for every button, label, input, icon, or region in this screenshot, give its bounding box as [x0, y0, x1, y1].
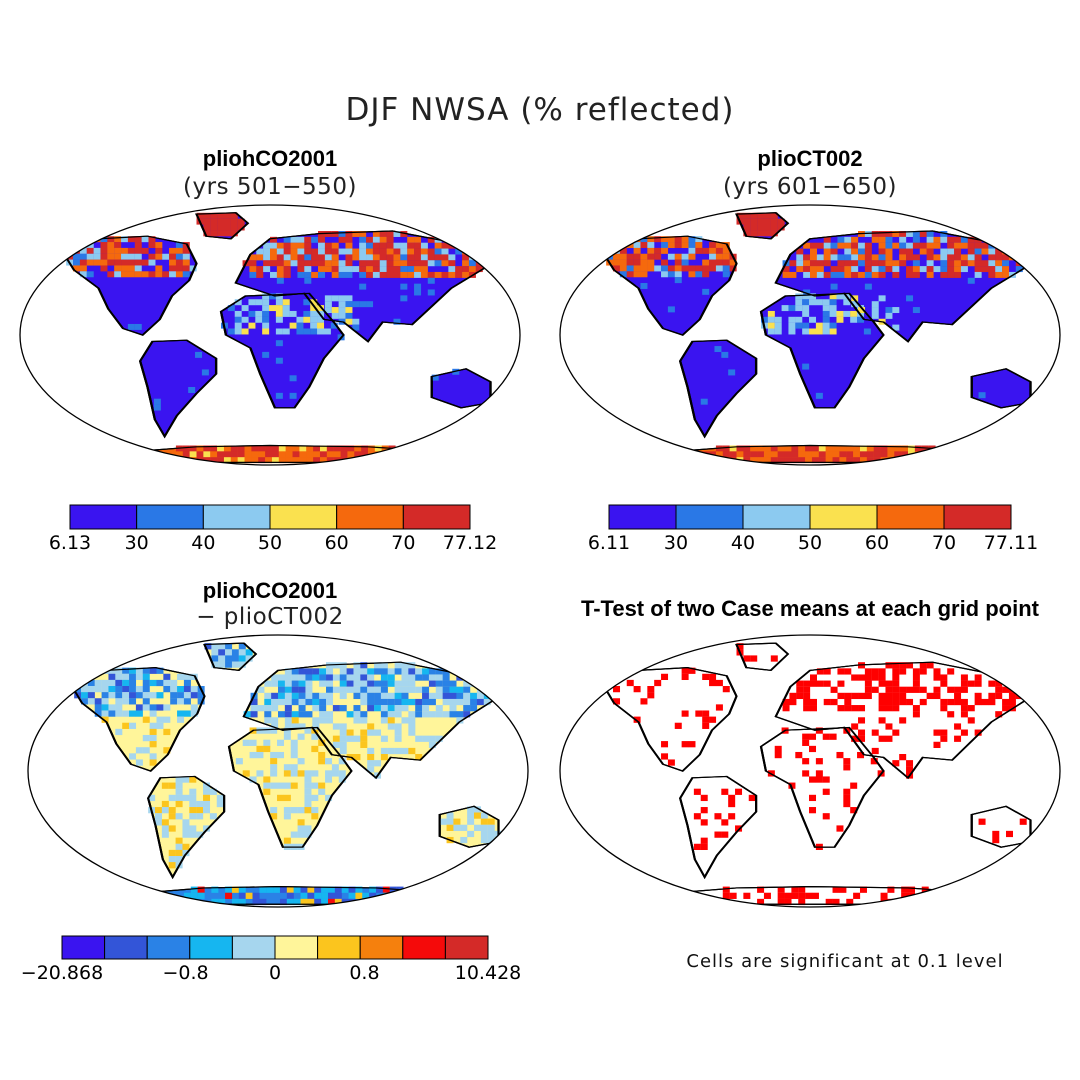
map-border [19, 204, 521, 466]
colorbar-top-right [608, 504, 1012, 530]
colorbar-swatch [274, 935, 319, 960]
colorbar-swatch [809, 504, 878, 530]
map-border [559, 204, 1061, 466]
colorbar-swatch [69, 504, 138, 530]
map-border [559, 634, 1061, 908]
panel-top-left-subtitle: (yrs 501−550) [183, 174, 357, 200]
colorbar-swatch [336, 504, 404, 530]
colorbar-swatch [742, 504, 811, 530]
map-border [27, 634, 529, 908]
colorbar-label: 60 [324, 532, 349, 554]
colorbar-bottom-left [61, 935, 489, 960]
colorbar-swatch [231, 935, 276, 960]
colorbar-label: 6.11 [587, 532, 631, 554]
colorbar-swatch [402, 504, 471, 530]
colorbar-bottom-left-labels: −20.868 −0.8 0 0.8 10.428 [21, 962, 521, 986]
colorbar-swatch [444, 935, 489, 960]
map-bottom-left [27, 634, 529, 908]
colorbar-swatch [943, 504, 1012, 530]
map-bottom-right [559, 634, 1061, 908]
colorbar-swatch [359, 935, 404, 960]
figure-title: DJF NWSA (% reflected) [345, 92, 735, 128]
colorbar-label: 10.428 [454, 962, 522, 984]
colorbar-label: 50 [257, 532, 283, 554]
panel-top-right-subtitle: (yrs 601−650) [723, 174, 897, 200]
colorbar-swatch [269, 504, 338, 530]
colorbar-swatch [61, 935, 106, 960]
colorbar-label: −20.868 [20, 962, 104, 984]
colorbar-label: 6.13 [48, 532, 92, 554]
colorbar-label: 30 [663, 532, 689, 554]
colorbar-label: 30 [124, 532, 149, 554]
colorbar-swatch [136, 504, 204, 530]
panel-bottom-left-subtitle: − plioCT002 [196, 604, 344, 630]
colorbar-swatch [317, 935, 361, 960]
colorbar-label: 40 [730, 532, 756, 554]
colorbar-label: 50 [797, 532, 823, 554]
panel-top-right-title: plioCT002 [757, 146, 863, 171]
colorbar-top-left-labels: 6.13 30 40 50 60 70 77.12 [49, 532, 497, 556]
colorbar-label: 70 [931, 532, 957, 554]
panel-bottom-left-title: pliohCO2001 [202, 578, 338, 603]
colorbar-label: 40 [191, 532, 216, 554]
colorbar-label: 0 [268, 962, 282, 984]
colorbar-swatch [104, 935, 148, 960]
colorbar-swatch [675, 504, 744, 530]
panel-top-left-title: pliohCO2001 [202, 146, 338, 171]
colorbar-label: 77.11 [983, 532, 1039, 554]
colorbar-label: 77.12 [442, 532, 498, 554]
colorbar-swatch [146, 935, 191, 960]
panel-bottom-right-title: T-Test of two Case means at each grid po… [580, 596, 1039, 621]
map-top-right [559, 204, 1061, 466]
colorbar-swatch [876, 504, 945, 530]
colorbar-swatch [608, 504, 677, 530]
significance-note: Cells are significant at 0.1 level [686, 951, 1004, 972]
colorbar-top-right-labels: 6.11 30 40 50 60 70 77.11 [588, 532, 1038, 556]
map-top-left [19, 204, 521, 466]
colorbar-top-left [69, 504, 471, 530]
colorbar-label: −0.8 [162, 962, 209, 984]
colorbar-swatch [402, 935, 446, 960]
colorbar-swatch [189, 935, 233, 960]
colorbar-label: 60 [864, 532, 890, 554]
colorbar-label: 70 [391, 532, 416, 554]
colorbar-swatch [202, 504, 271, 530]
colorbar-label: 0.8 [349, 962, 380, 984]
